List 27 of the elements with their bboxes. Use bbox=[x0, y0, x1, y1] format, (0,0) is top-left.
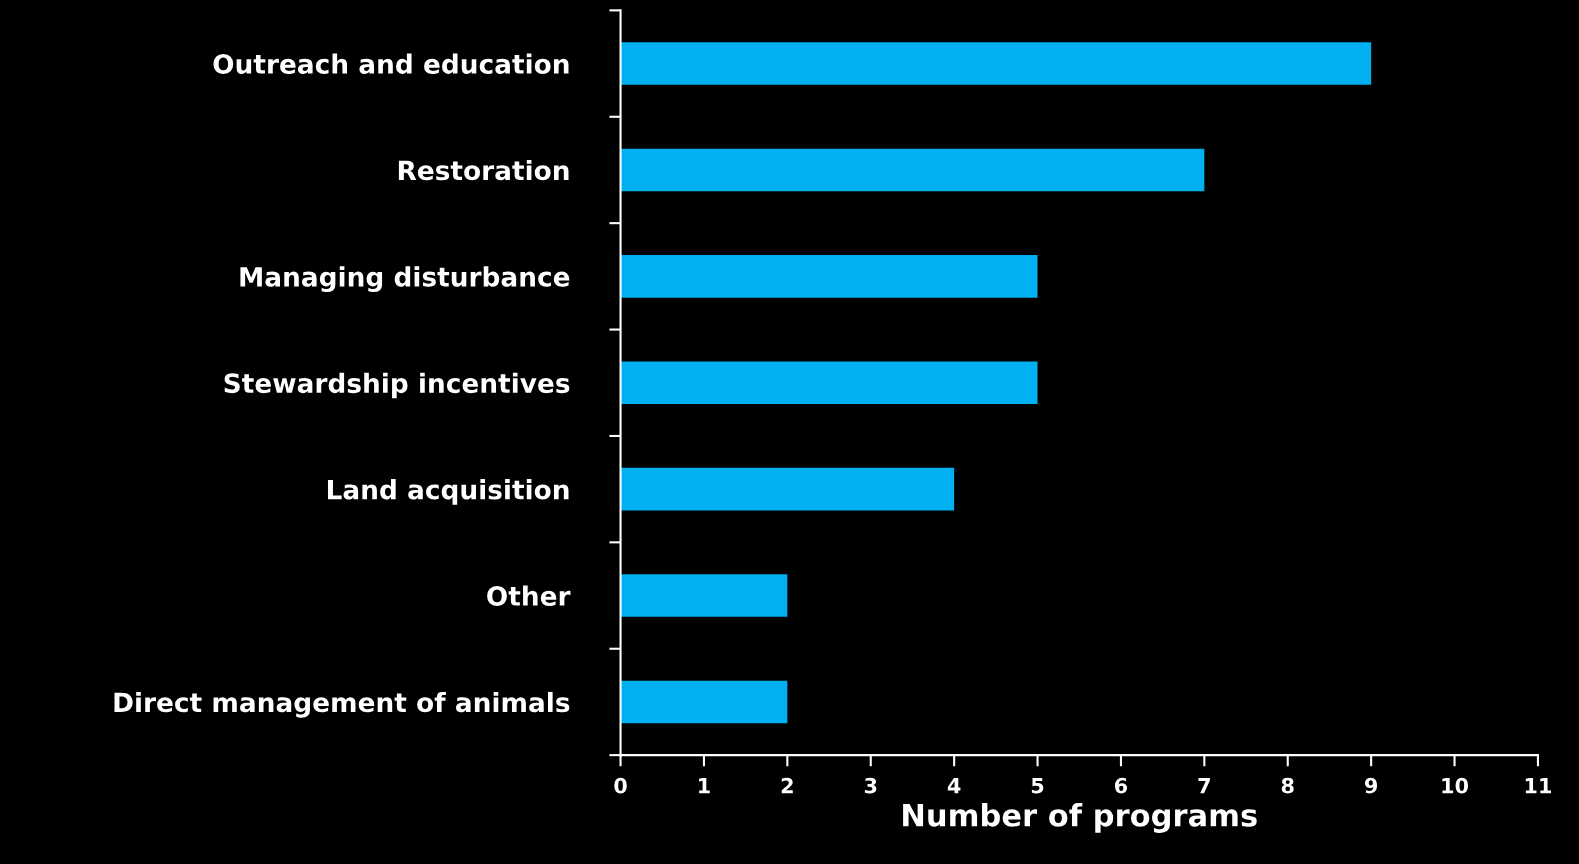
x-axis-title: Number of programs bbox=[903, 803, 1257, 833]
x-tick-label: 0 bbox=[614, 777, 627, 794]
x-tick-label: 6 bbox=[1114, 777, 1128, 794]
bar bbox=[620, 467, 955, 511]
x-tick-label: 9 bbox=[1364, 777, 1378, 794]
bar bbox=[620, 148, 1205, 192]
bar bbox=[620, 574, 788, 617]
x-tick-label: 1 bbox=[699, 778, 710, 794]
y-tick-label: Land acquisition bbox=[327, 479, 569, 505]
x-tick-label: 11 bbox=[1525, 778, 1552, 794]
y-tick-label: Managing disturbance bbox=[240, 266, 570, 293]
x-tick-label: 3 bbox=[864, 777, 877, 794]
x-tick-label: 4 bbox=[947, 778, 961, 794]
y-tick-label: Other bbox=[487, 585, 571, 606]
x-tick-label: 2 bbox=[781, 777, 793, 794]
bar bbox=[620, 680, 788, 724]
bar bbox=[620, 361, 1038, 405]
y-tick-label: Direct management of animals bbox=[114, 691, 570, 718]
x-tick-label: 7 bbox=[1198, 778, 1210, 794]
bar bbox=[620, 255, 1038, 298]
y-tick-label: Restoration bbox=[398, 159, 569, 181]
y-tick-label: Stewardship incentives bbox=[224, 372, 570, 399]
x-tick-label: 10 bbox=[1442, 777, 1469, 794]
x-tick-label: 5 bbox=[1031, 778, 1044, 794]
y-tick-label: Outreach and education bbox=[213, 53, 569, 74]
x-tick-label: 8 bbox=[1281, 777, 1294, 794]
bar bbox=[620, 42, 1372, 85]
